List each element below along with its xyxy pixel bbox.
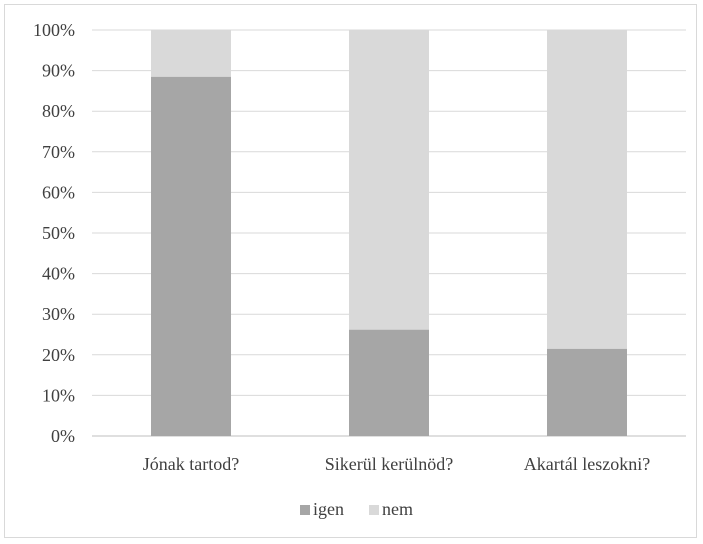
y-axis-tick-labels: 0% 10% 20% 30% 40% 50% 60% 70% 80% 90% 100% xyxy=(33,20,75,446)
y-tick-label: 90% xyxy=(42,61,75,81)
y-tick-label: 20% xyxy=(42,345,75,365)
legend: igen nem xyxy=(300,499,413,519)
legend-label-nem: nem xyxy=(382,499,413,519)
y-tick-label: 50% xyxy=(42,223,75,243)
bar-nem xyxy=(547,30,627,349)
y-tick-label: 40% xyxy=(42,264,75,284)
x-category-label: Jónak tartod? xyxy=(143,454,239,474)
y-tick-label: 60% xyxy=(42,182,75,202)
y-tick-label: 30% xyxy=(42,304,75,324)
x-category-label: Akartál leszokni? xyxy=(524,454,650,474)
legend-swatch-igen xyxy=(300,505,310,515)
bar-igen xyxy=(151,76,231,436)
y-tick-label: 0% xyxy=(51,426,75,446)
bar-nem xyxy=(349,30,429,330)
y-tick-label: 10% xyxy=(42,385,75,405)
bar-nem xyxy=(151,30,231,77)
y-tick-label: 70% xyxy=(42,142,75,162)
bar-igen xyxy=(547,348,627,436)
legend-label-igen: igen xyxy=(313,499,344,519)
x-category-label: Sikerül kerülnöd? xyxy=(325,454,453,474)
bars xyxy=(151,30,627,436)
y-tick-label: 80% xyxy=(42,101,75,121)
bar-igen xyxy=(349,329,429,436)
y-tick-label: 100% xyxy=(33,20,75,40)
x-axis-category-labels: Jónak tartod? Sikerül kerülnöd? Akartál le… xyxy=(143,454,650,474)
legend-swatch-nem xyxy=(369,505,379,515)
